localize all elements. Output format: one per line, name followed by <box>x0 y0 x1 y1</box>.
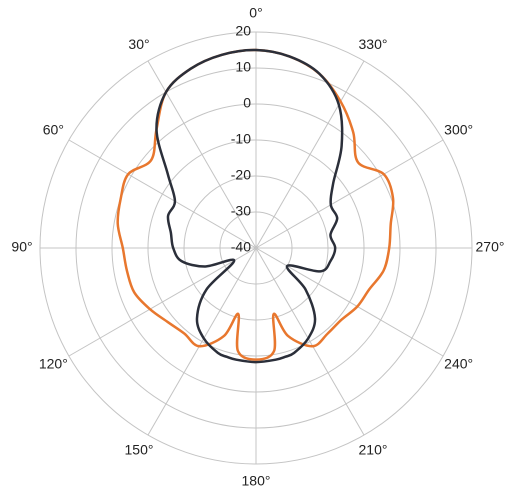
theta-tick-label: 60° <box>43 122 64 138</box>
theta-tick-label: 0° <box>249 5 262 21</box>
theta-tick-label: 180° <box>242 473 271 489</box>
grid-spoke <box>68 247 257 357</box>
grid-spoke <box>255 247 444 357</box>
pattern-line <box>116 48 395 361</box>
pattern-line <box>155 48 344 364</box>
grid-spoke <box>147 60 257 249</box>
r-tick-label: -20 <box>231 167 251 183</box>
r-tick-label: -10 <box>231 131 251 147</box>
theta-tick-label: 120° <box>39 356 68 372</box>
r-tick-label: 20 <box>235 23 251 39</box>
theta-tick-label: 150° <box>125 441 154 457</box>
theta-tick-label: 270° <box>476 239 505 255</box>
grid-spoke <box>255 247 365 436</box>
theta-tick-label: 30° <box>128 36 149 52</box>
grid-spoke <box>147 247 257 436</box>
r-tick-label: -30 <box>231 203 251 219</box>
r-tick-label: 10 <box>235 59 251 75</box>
grid-spoke <box>255 139 444 249</box>
r-tick-label: -40 <box>231 239 251 255</box>
theta-tick-label: 300° <box>444 122 473 138</box>
theta-tick-label: 90° <box>11 239 32 255</box>
grid-spoke <box>255 60 365 249</box>
theta-tick-label: 330° <box>359 36 388 52</box>
theta-tick-label: 210° <box>359 441 388 457</box>
theta-tick-label: 240° <box>444 356 473 372</box>
grid-spoke <box>68 139 257 249</box>
r-tick-label: 0 <box>243 95 251 111</box>
